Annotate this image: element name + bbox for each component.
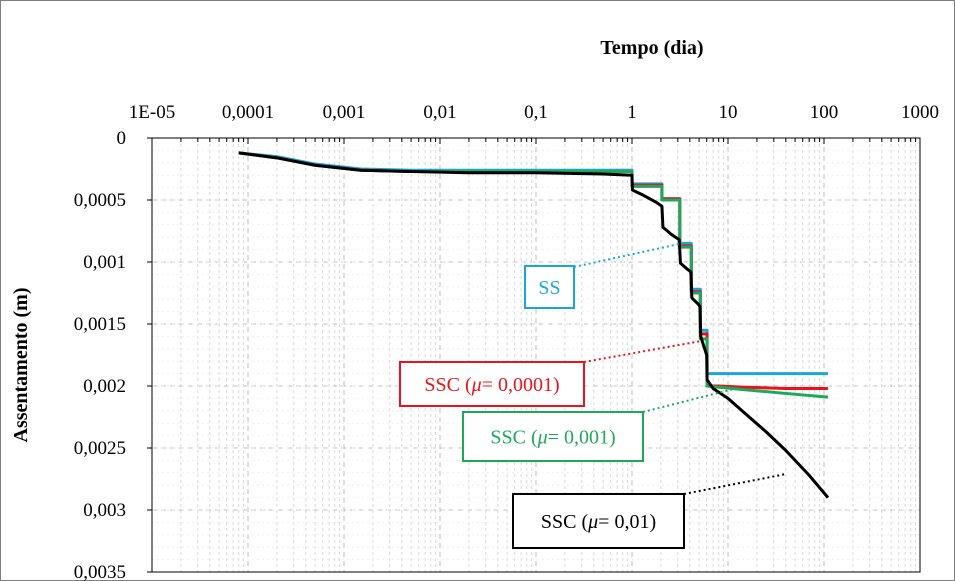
y-tick-label: 0,001 <box>83 252 126 273</box>
annotation-label-3: SSC (μ= 0,01) <box>541 511 656 533</box>
annotation-box-1 <box>399 361 585 407</box>
x-tick-label: 0,01 <box>423 102 456 123</box>
annotation-label-2: SSC (μ= 0,001) <box>490 427 615 449</box>
plot-area-border <box>151 137 921 573</box>
grid <box>151 138 920 573</box>
x-axis-title: Tempo (dia) <box>600 37 703 59</box>
y-tick-label: 0,0015 <box>74 314 126 335</box>
x-tick-label: 0,0001 <box>222 102 274 123</box>
leader-line-0 <box>573 242 682 268</box>
annotation-box-2 <box>462 411 644 462</box>
tick-labels: 1E-05 0,0001 0,001 0,01 0,1 1 10 100 1000 0 0,0005… <box>74 102 939 581</box>
y-tick-label: 0,002 <box>83 376 126 397</box>
x-tick-label: 10 <box>719 102 738 123</box>
series-line-3 <box>238 151 830 499</box>
ticks <box>147 137 921 573</box>
annotation-box-0 <box>524 265 575 309</box>
annotation-label-1: SSC (μ= 0,0001) <box>424 374 559 396</box>
y-tick-label: 0,0005 <box>74 190 126 211</box>
annotation-box-3 <box>512 493 685 549</box>
x-tick-label: 1 <box>627 102 637 123</box>
series-group <box>238 151 830 499</box>
x-tick-label: 100 <box>810 102 839 123</box>
x-tick-label: 0,1 <box>524 102 548 123</box>
x-tick-label: 1000 <box>901 102 939 123</box>
y-tick-label: 0,0025 <box>74 438 126 459</box>
leader-lines <box>573 242 786 495</box>
annotations: SS SSC (μ= 0,0001) SSC (μ= 0,001) SSC (μ= 0… <box>399 265 685 549</box>
annotation-label-0: SS <box>538 277 560 299</box>
x-tick-label: 0,001 <box>323 102 366 123</box>
leader-line-1 <box>583 340 700 363</box>
y-tick-label: 0,003 <box>83 500 126 521</box>
series-line-0 <box>238 151 828 376</box>
y-tick-label: 0,0035 <box>74 562 126 581</box>
y-axis-title: Assentamento (m) <box>10 288 32 443</box>
y-tick-label: 0 <box>117 128 127 149</box>
leader-line-3 <box>683 473 786 495</box>
leader-line-2 <box>642 387 736 413</box>
x-tick-label: 1E-05 <box>129 102 175 123</box>
